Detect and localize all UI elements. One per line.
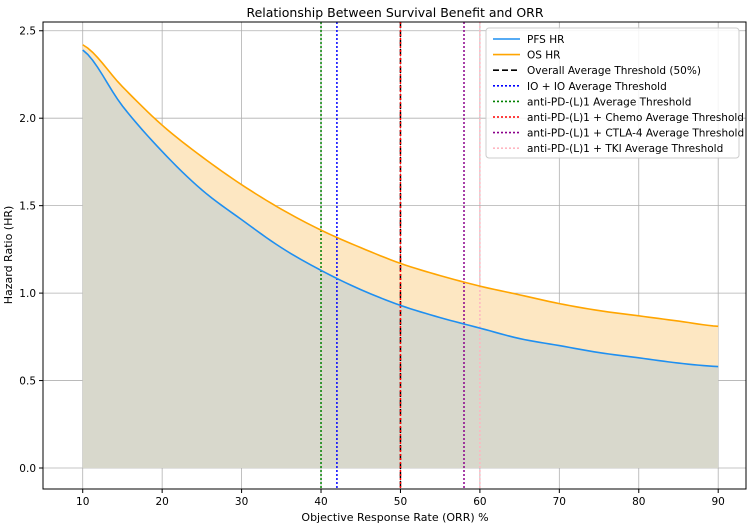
x-tick-label: 50 bbox=[394, 496, 407, 508]
x-tick-label: 40 bbox=[314, 496, 327, 508]
y-tick-label: 0.5 bbox=[19, 376, 36, 388]
x-axis-ticks: 10 20 30 40 50 60 70 80 90 bbox=[76, 489, 725, 508]
y-tick-label: 0.0 bbox=[19, 463, 36, 475]
x-tick-label: 20 bbox=[155, 496, 168, 508]
legend-label: IO + IO Average Threshold bbox=[527, 81, 667, 93]
legend-label: PFS HR bbox=[527, 34, 564, 46]
series-lines bbox=[82, 44, 719, 368]
plot-frame bbox=[42, 21, 747, 490]
legend-box bbox=[485, 27, 740, 159]
legend-label: OS HR bbox=[527, 50, 560, 62]
legend: PFS HR OS HR Overall Average Threshold (50… bbox=[485, 27, 744, 159]
threshold-lines bbox=[320, 22, 481, 489]
y-tick-label: 2.5 bbox=[19, 26, 36, 38]
legend-label: anti-PD-(L)1 + Chemo Average Threshold bbox=[527, 112, 744, 124]
legend-label: anti-PD-(L)1 + CTLA-4 Average Threshold bbox=[527, 128, 744, 140]
y-tick-label: 1.0 bbox=[19, 288, 36, 300]
legend-label: Overall Average Threshold (50%) bbox=[527, 65, 701, 77]
y-tick-label: 2.0 bbox=[19, 113, 36, 125]
x-tick-label: 80 bbox=[632, 496, 645, 508]
legend-label: anti-PD-(L)1 Average Threshold bbox=[527, 96, 691, 108]
x-tick-label: 90 bbox=[712, 496, 725, 508]
y-tick-label: 1.5 bbox=[19, 201, 36, 213]
x-tick-label: 30 bbox=[235, 496, 248, 508]
fill-under-pfs bbox=[82, 49, 719, 469]
x-tick-label: 60 bbox=[473, 496, 486, 508]
y-axis-label: Hazard Ratio (HR) bbox=[2, 206, 15, 305]
y-axis-ticks: 0.0 0.5 1.0 1.5 2.0 2.5 bbox=[19, 26, 43, 475]
x-tick-label: 10 bbox=[76, 496, 89, 508]
legend-label: anti-PD-(L)1 + TKI Average Threshold bbox=[527, 143, 723, 155]
x-axis-label: Objective Response Rate (ORR) % bbox=[301, 511, 488, 524]
x-tick-label: 70 bbox=[553, 496, 566, 508]
pfs-hr-line bbox=[82, 49, 719, 368]
chart-title: Relationship Between Survival Benefit an… bbox=[246, 5, 543, 20]
os-hr-line bbox=[82, 44, 719, 328]
